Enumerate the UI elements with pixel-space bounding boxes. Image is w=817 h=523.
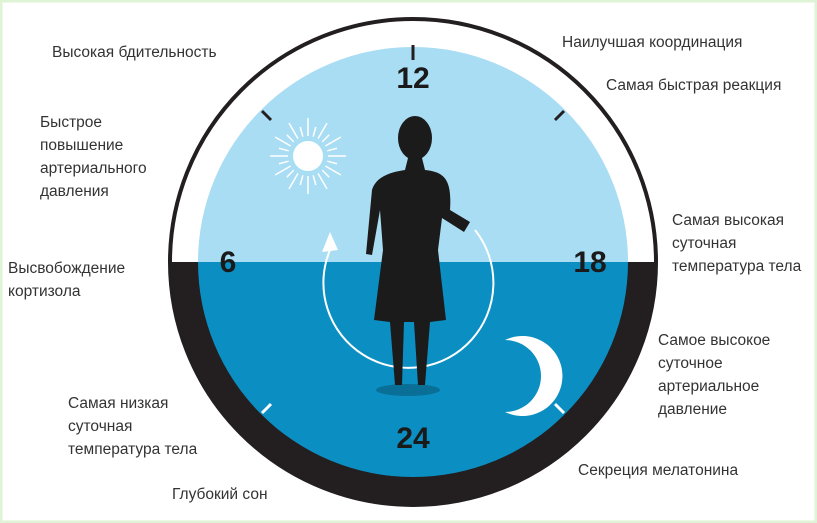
- label-line: Самая высокая: [672, 212, 784, 229]
- label-line: Наилучшая координация: [562, 34, 742, 51]
- label-line: температура тела: [672, 258, 802, 275]
- sun-ray: [312, 175, 317, 186]
- sun-ray: [321, 134, 330, 143]
- label-line: температура тела: [68, 441, 198, 458]
- label-line: суточная: [672, 235, 736, 252]
- sun-ray: [327, 147, 338, 152]
- sun-ray: [286, 169, 295, 178]
- sun-ray: [299, 175, 304, 186]
- label-line: артериальное: [658, 378, 759, 395]
- label-line: Быстрое: [40, 114, 102, 131]
- label-line: суточное: [658, 355, 723, 372]
- sun-ray: [317, 172, 328, 190]
- label-line: суточная: [68, 418, 132, 435]
- sun-ray: [327, 160, 338, 165]
- label-line: повышение: [40, 137, 123, 154]
- label-line: Высокая бдительность: [52, 44, 217, 61]
- sun-ray: [278, 160, 289, 165]
- sun-ray: [274, 136, 292, 147]
- labels: Высокая бдительность Наилучшая координаци…: [8, 34, 802, 503]
- sun-ray: [288, 172, 299, 190]
- arrow-head: [322, 232, 338, 252]
- ticks: [260, 45, 566, 122]
- sun-ray: [321, 169, 330, 178]
- sun-ray: [312, 126, 317, 137]
- sun: [270, 118, 346, 194]
- sun-ray: [288, 122, 299, 140]
- sun-ray: [299, 126, 304, 137]
- silhouette: [366, 116, 470, 396]
- clock: 12 6 18 24: [168, 17, 658, 507]
- sun-ray: [278, 147, 289, 152]
- label-line: Высвобождение: [8, 260, 125, 277]
- label-line: давление: [658, 401, 727, 418]
- label-line: артериального: [40, 160, 147, 177]
- hour-label: 24: [396, 422, 430, 455]
- sun-ray: [324, 165, 342, 176]
- moon: [505, 336, 563, 416]
- label-line: Секреция мелатонина: [578, 462, 738, 479]
- sun-ray: [324, 136, 342, 147]
- hour-label: 12: [396, 62, 429, 95]
- label-line: давления: [40, 183, 109, 200]
- ticks-night: [260, 402, 566, 415]
- label-line: кортизола: [8, 283, 81, 300]
- label-line: Самая быстрая реакция: [606, 77, 781, 94]
- hour-label: 18: [573, 246, 606, 279]
- label-line: Самое высокое: [658, 332, 770, 349]
- night-sky: [198, 262, 628, 477]
- sun-ray: [317, 122, 328, 140]
- label-line: Глубокий сон: [172, 486, 268, 503]
- label-line: Самая низкая: [68, 395, 168, 412]
- hour-label: 6: [220, 246, 237, 279]
- sun-ray: [286, 134, 295, 143]
- sun-ray: [274, 165, 292, 176]
